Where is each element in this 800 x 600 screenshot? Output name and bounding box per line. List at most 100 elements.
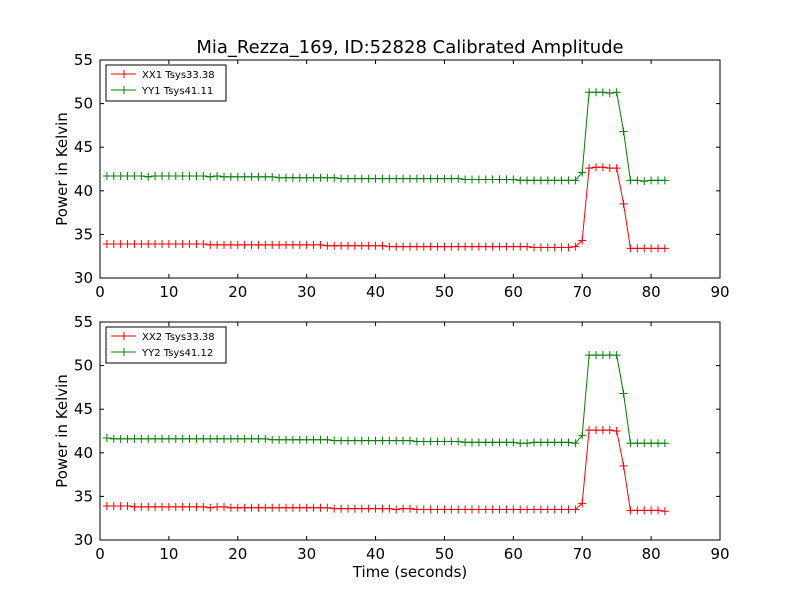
data-point-marker [557,176,566,185]
data-point-marker [392,174,401,183]
data-point-marker [564,243,573,252]
data-point-marker [543,243,552,252]
data-point-marker [592,426,600,435]
x-axis-label: Time (seconds) [352,563,468,581]
data-point-marker [158,239,166,248]
data-point-marker [440,505,449,514]
data-point-marker [213,171,222,180]
data-point-marker [164,171,173,180]
data-point-marker [185,171,194,180]
data-point-marker [578,499,587,508]
data-point-marker [440,174,449,183]
data-point-marker [316,240,325,249]
data-point-marker [481,242,490,251]
data-point-marker [178,239,187,248]
data-point-marker [406,174,414,183]
data-point-marker [350,241,359,250]
data-point-marker [626,439,635,448]
data-point-marker [640,177,649,186]
data-point-marker [254,503,263,512]
data-point-marker [612,164,621,173]
data-point-marker [406,242,414,251]
data-point-marker [282,435,290,444]
data-point-marker [357,241,366,250]
data-point-marker [268,172,277,181]
data-point-marker [323,173,332,182]
data-point-marker [344,504,352,513]
x-tick-label: 50 [435,545,454,563]
data-point-marker [454,242,463,251]
series-green [102,351,669,448]
data-point-marker [550,505,559,514]
y-tick-label: 50 [74,357,93,375]
data-point-marker [295,173,304,182]
legend: XX1 Tsys33.38 YY1 Tsys41.11 [105,64,227,102]
data-point-marker [454,437,463,446]
data-point-marker [123,434,132,443]
data-point-marker [206,240,215,249]
plot-frame [99,321,721,541]
data-point-marker [116,171,125,180]
data-point-marker [295,240,304,249]
data-point-marker [337,174,346,183]
data-point-marker [426,437,435,446]
data-point-marker [605,89,614,98]
data-point-marker [633,506,642,515]
data-point-marker [654,244,662,253]
data-point-marker [330,241,339,250]
data-point-marker [571,505,580,514]
x-tick-label: 0 [95,283,105,301]
data-point-marker [137,171,146,180]
data-point-marker [371,504,380,513]
data-point-marker [171,171,180,180]
data-point-marker [137,434,146,443]
data-point-marker [206,172,215,181]
data-point-marker [461,175,470,184]
x-tick-label: 40 [366,283,385,301]
y-tick-label: 40 [74,182,93,200]
y-tick-label: 55 [74,313,93,331]
legend-marker [120,70,128,78]
data-point-marker [454,505,463,514]
data-point-marker [192,171,201,180]
data-point-marker [220,172,228,181]
x-tick-label: 0 [95,545,105,563]
data-point-marker [220,434,228,443]
data-point-marker [330,173,339,182]
data-point-marker [295,503,304,512]
x-tick-label: 10 [159,545,178,563]
data-point-marker [102,433,111,442]
data-point-marker [461,505,470,514]
y-tick-label: 50 [74,95,93,113]
data-point-marker [158,502,166,511]
data-point-marker [550,438,559,447]
data-point-marker [619,199,628,208]
data-point-marker [509,242,518,251]
data-point-marker [192,502,201,511]
data-point-marker [474,438,483,447]
data-point-marker [433,242,442,251]
data-point-marker [233,503,242,512]
data-point-marker [130,171,139,180]
data-point-marker [151,434,160,443]
data-point-marker [192,239,201,248]
data-point-marker [213,240,222,249]
data-point-marker [557,505,566,514]
data-point-marker [213,434,222,443]
data-point-marker [523,439,532,448]
data-point-marker [481,505,490,514]
data-point-marker [309,503,318,512]
data-point-marker [371,241,380,250]
data-point-marker [268,240,277,249]
data-point-marker [378,174,387,183]
data-point-marker [364,504,373,513]
data-point-marker [626,244,635,253]
data-point-marker [323,241,332,250]
data-point-marker [233,434,242,443]
data-point-marker [502,505,511,514]
data-point-marker [578,431,587,440]
data-point-marker [461,438,470,447]
data-point-marker [171,502,180,511]
data-point-marker [660,439,669,448]
